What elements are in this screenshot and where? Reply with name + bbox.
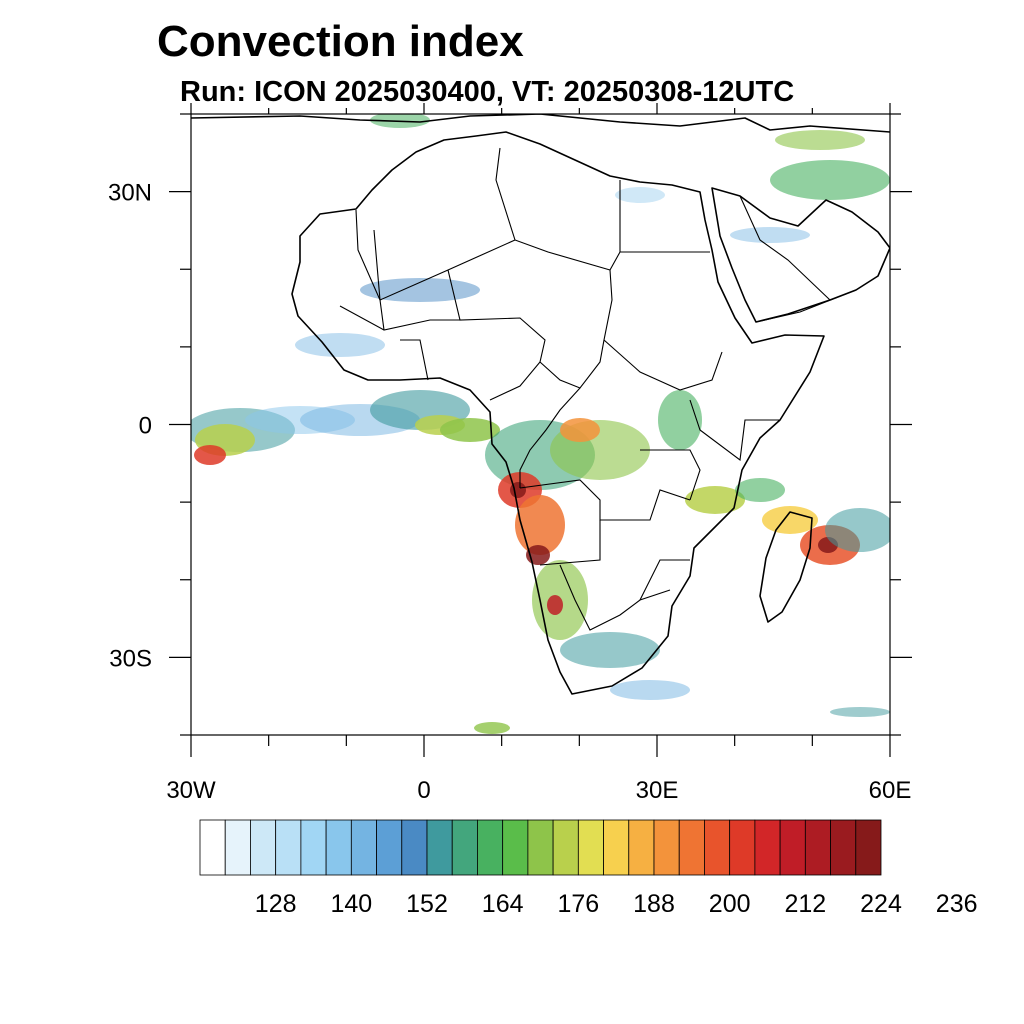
convection-cell <box>730 227 810 243</box>
colorbar-swatch <box>527 819 554 876</box>
convection-cell <box>825 508 890 552</box>
colorbar-label: 128 <box>255 890 297 918</box>
lon-tick-label: 60E <box>869 777 912 804</box>
chart-title: Convection index <box>157 17 524 66</box>
colorbar-swatch <box>754 819 781 876</box>
convection-cell <box>295 333 385 357</box>
colorbar-swatch <box>779 819 806 876</box>
colorbar-swatch <box>401 819 428 876</box>
convection-cell <box>515 495 565 555</box>
colorbar-label: 224 <box>860 890 902 918</box>
madagascar-coastline <box>759 511 813 623</box>
convection-cell <box>474 722 510 734</box>
colorbar-swatch <box>653 819 680 876</box>
convection-field <box>191 114 890 734</box>
europe-coastline <box>191 114 890 133</box>
lat-tick-label: 0 <box>139 413 152 440</box>
convection-cell <box>440 418 500 442</box>
colorbar-swatch <box>704 819 731 876</box>
colorbar-swatch <box>250 819 277 876</box>
colorbar-swatch <box>376 819 403 876</box>
colorbar-swatch <box>325 819 352 876</box>
arabia-coastline <box>711 187 890 323</box>
convection-cell <box>194 445 226 465</box>
colorbar-swatch <box>628 819 655 876</box>
colorbar-swatch <box>275 819 302 876</box>
country-borders <box>339 147 857 631</box>
colorbar-label: 140 <box>330 890 372 918</box>
colorbar-swatch <box>350 819 377 876</box>
axis-tick-labels: 30W 0 30E 60E 30N 0 30S <box>108 180 911 804</box>
axis-ticks <box>169 103 912 757</box>
lon-tick-label: 30E <box>636 777 679 804</box>
colorbar-label: 212 <box>784 890 826 918</box>
convection-cell <box>775 130 865 150</box>
colorbar-swatch <box>300 819 327 876</box>
colorbar-swatch <box>552 819 579 876</box>
colorbar-swatch <box>603 819 630 876</box>
colorbar-label: 200 <box>709 890 751 918</box>
convection-cell <box>615 187 665 203</box>
convection-cell <box>735 478 785 502</box>
convection-cell <box>762 506 818 534</box>
convection-cell <box>610 680 690 700</box>
colorbar-label: 164 <box>482 890 524 918</box>
coastlines <box>191 114 890 695</box>
chart-subtitle: Run: ICON 2025030400, VT: 20250308-12UTC <box>180 76 794 108</box>
convection-cell <box>658 390 702 450</box>
colorbar-swatch <box>451 819 478 876</box>
colorbar-label: 236 <box>936 890 978 918</box>
colorbar-swatch <box>199 819 226 876</box>
convection-cell <box>560 418 600 442</box>
lon-tick-label: 30W <box>166 777 216 804</box>
lat-tick-label: 30N <box>108 180 152 207</box>
colorbar-label: 188 <box>633 890 675 918</box>
colorbar-swatch <box>426 819 453 876</box>
colorbar-swatch <box>830 819 857 876</box>
convection-cell <box>685 486 745 514</box>
colorbar-swatch <box>855 819 882 876</box>
colorbar-label: 176 <box>557 890 599 918</box>
convection-cell <box>770 160 890 200</box>
colorbar-swatch <box>224 819 251 876</box>
lat-tick-label: 30S <box>109 645 152 672</box>
colorbar <box>199 819 882 876</box>
colorbar-swatch <box>502 819 529 876</box>
colorbar-label: 152 <box>406 890 448 918</box>
convection-cell <box>547 595 563 615</box>
colorbar-swatch <box>678 819 705 876</box>
convection-cell <box>560 632 660 668</box>
convection-cell <box>830 707 890 717</box>
colorbar-swatch <box>477 819 504 876</box>
colorbar-swatch <box>729 819 756 876</box>
colorbar-swatch <box>804 819 831 876</box>
colorbar-swatch <box>577 819 604 876</box>
map-area <box>191 114 890 735</box>
lon-tick-label: 0 <box>417 777 430 804</box>
colorbar-labels: 128 140 152 164 176 188 200 212 224 236 <box>255 890 978 918</box>
africa-coastline <box>291 131 825 695</box>
